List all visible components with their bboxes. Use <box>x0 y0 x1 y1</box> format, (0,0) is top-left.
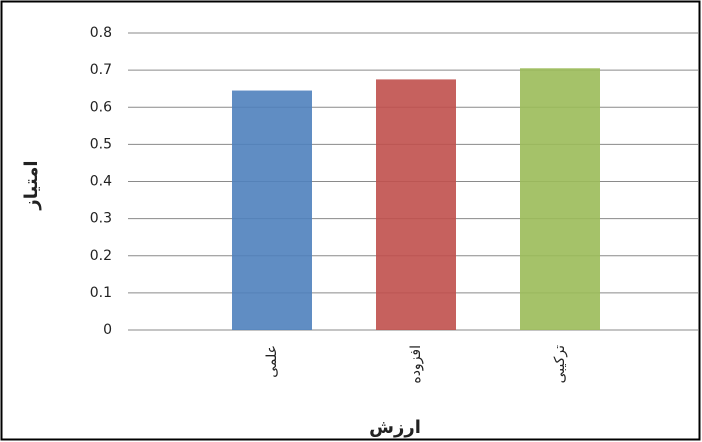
y-tick-label: 0.1 <box>90 285 112 301</box>
y-axis-label: امتیاز <box>21 160 42 210</box>
x-axis-label: ارزش <box>369 417 421 438</box>
bar <box>376 79 456 330</box>
x-tick-label: افزوده <box>408 345 424 384</box>
y-tick-label: 0.5 <box>90 136 112 152</box>
x-tick-label: ترکیبی <box>552 345 568 384</box>
y-tick-label: 0.8 <box>90 25 112 41</box>
y-tick-label: 0.4 <box>90 174 112 190</box>
y-tick-label: 0.2 <box>90 248 112 264</box>
y-tick-label: 0.3 <box>90 211 112 227</box>
x-tick-label: علمی <box>264 345 280 378</box>
y-tick-label: 0.6 <box>90 99 112 115</box>
bar <box>232 91 312 330</box>
y-tick-label: 0 <box>103 322 112 338</box>
y-tick-label: 0.7 <box>90 62 112 78</box>
chart: ارزش امتیاز 0 0.1 0.2 0.3 0.4 0.5 0.6 0.7 0.8 علم… <box>0 0 702 442</box>
bar <box>520 68 600 330</box>
